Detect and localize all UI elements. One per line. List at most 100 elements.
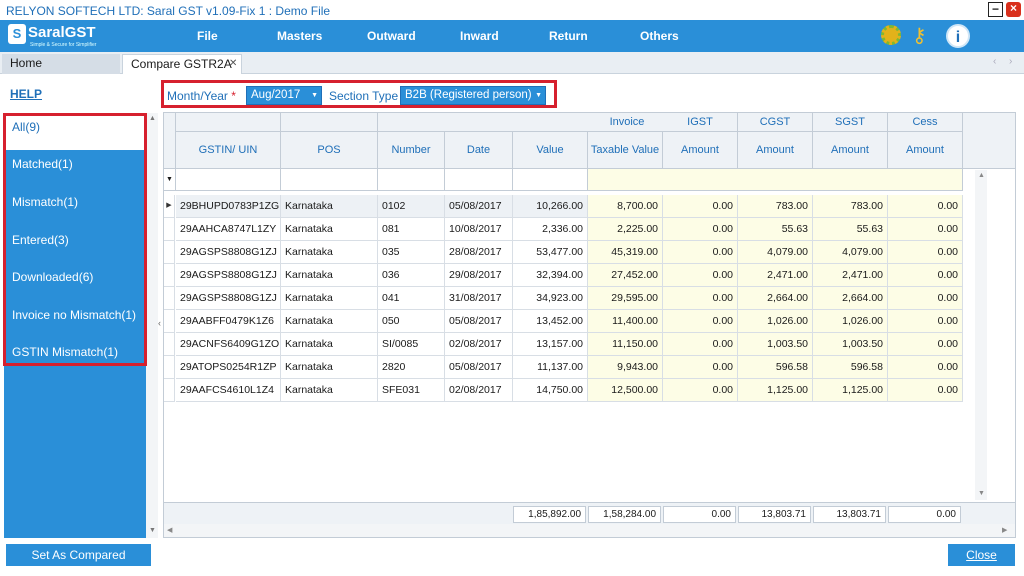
menu-outward[interactable]: Outward [367, 29, 416, 43]
cell-igst[interactable]: 0.00 [663, 264, 738, 287]
cell-cgst[interactable]: 783.00 [738, 195, 813, 218]
cell-value[interactable]: 32,394.00 [513, 264, 588, 287]
cell-gstin[interactable]: 29AABFF0479K1Z6 [176, 310, 281, 333]
filter-mismatch[interactable]: Mismatch(1) [12, 195, 79, 209]
cell-sgst[interactable]: 2,664.00 [813, 287, 888, 310]
cell-date[interactable]: 05/08/2017 [445, 356, 513, 379]
cell-number[interactable]: 2820 [378, 356, 445, 379]
cell-number[interactable]: SFE031 [378, 379, 445, 402]
cell-gstin[interactable]: 29AAFCS4610L1Z4 [176, 379, 281, 402]
cell-cgst[interactable]: 1,026.00 [738, 310, 813, 333]
cell-cess[interactable]: 0.00 [888, 264, 963, 287]
cell-cgst[interactable]: 55.63 [738, 218, 813, 241]
cell-sgst[interactable]: 55.63 [813, 218, 888, 241]
scroll-down-icon[interactable]: ▼ [149, 527, 156, 534]
tab-compare-gstr2a[interactable]: Compare GSTR2A ✕ [122, 54, 242, 74]
filter-gstin[interactable] [176, 169, 281, 191]
cell-value[interactable]: 53,477.00 [513, 241, 588, 264]
cell-cess[interactable]: 0.00 [888, 356, 963, 379]
cell-gstin[interactable]: 29AGSPS8808G1ZJ [176, 287, 281, 310]
cell-pos[interactable]: Karnataka [281, 310, 378, 333]
cell-number[interactable]: 0102 [378, 195, 445, 218]
close-button[interactable]: Close [948, 544, 1015, 566]
cell-value[interactable]: 11,137.00 [513, 356, 588, 379]
cell-gstin[interactable]: 29ATOPS0254R1ZP [176, 356, 281, 379]
filter-gstin-mismatch[interactable]: GSTIN Mismatch(1) [12, 345, 119, 359]
menu-inward[interactable]: Inward [460, 29, 499, 43]
col-sgst-amount[interactable]: Amount [813, 132, 888, 169]
scroll-down-icon[interactable]: ▼ [978, 490, 985, 497]
cell-date[interactable]: 05/08/2017 [445, 195, 513, 218]
cell-date[interactable]: 29/08/2017 [445, 264, 513, 287]
cell-gstin[interactable]: 29ACNFS6409G1ZO [176, 333, 281, 356]
cell-sgst[interactable]: 4,079.00 [813, 241, 888, 264]
row-selector[interactable] [164, 379, 175, 402]
filter-pos[interactable] [281, 169, 378, 191]
settings-gear-icon[interactable] [881, 25, 901, 45]
cell-gstin[interactable]: 29AGSPS8808G1ZJ [176, 241, 281, 264]
cell-date[interactable]: 05/08/2017 [445, 310, 513, 333]
cell-date[interactable]: 02/08/2017 [445, 379, 513, 402]
col-cgst-amount[interactable]: Amount [738, 132, 813, 169]
cell-gstin[interactable]: 29BHUPD0783P1ZG [176, 195, 281, 218]
cell-cgst[interactable]: 1,003.50 [738, 333, 813, 356]
info-icon[interactable]: i [946, 24, 970, 48]
menu-others[interactable]: Others [640, 29, 679, 43]
cell-cess[interactable]: 0.00 [888, 195, 963, 218]
cell-number[interactable]: 036 [378, 264, 445, 287]
cell-cess[interactable]: 0.00 [888, 310, 963, 333]
set-as-compared-button[interactable]: Set As Compared [6, 544, 151, 566]
grid-vertical-scrollbar[interactable]: ▲ ▼ [975, 170, 987, 500]
col-pos[interactable]: POS [281, 132, 378, 169]
cell-cgst[interactable]: 4,079.00 [738, 241, 813, 264]
cell-taxable-value[interactable]: 11,400.00 [588, 310, 663, 333]
cell-cgst[interactable]: 596.58 [738, 356, 813, 379]
cell-gstin[interactable]: 29AGSPS8808G1ZJ [176, 264, 281, 287]
cell-pos[interactable]: Karnataka [281, 379, 378, 402]
section-type-select[interactable]: B2B (Registered person) ▼ [400, 86, 546, 105]
scroll-up-icon[interactable]: ▲ [149, 115, 156, 122]
tab-next-icon[interactable]: › [1009, 56, 1013, 67]
tab-close-icon[interactable]: ✕ [229, 58, 238, 69]
filter-downloaded[interactable]: Downloaded(6) [12, 270, 94, 284]
cell-number[interactable]: 050 [378, 310, 445, 333]
cell-cess[interactable]: 0.00 [888, 287, 963, 310]
cell-number[interactable]: SI/0085 [378, 333, 445, 356]
cell-number[interactable]: 035 [378, 241, 445, 264]
cell-igst[interactable]: 0.00 [663, 287, 738, 310]
filter-all[interactable]: All(9) [4, 113, 146, 150]
cell-value[interactable]: 13,452.00 [513, 310, 588, 333]
cell-taxable-value[interactable]: 27,452.00 [588, 264, 663, 287]
menu-file[interactable]: File [197, 29, 218, 43]
cell-value[interactable]: 34,923.00 [513, 287, 588, 310]
row-selector[interactable] [164, 241, 175, 264]
cell-sgst[interactable]: 596.58 [813, 356, 888, 379]
cell-cgst[interactable]: 2,471.00 [738, 264, 813, 287]
cell-pos[interactable]: Karnataka [281, 264, 378, 287]
cell-pos[interactable]: Karnataka [281, 241, 378, 264]
help-link[interactable]: HELP [10, 87, 43, 101]
cell-cess[interactable]: 0.00 [888, 379, 963, 402]
cell-taxable-value[interactable]: 29,595.00 [588, 287, 663, 310]
filter-matched[interactable]: Matched(1) [12, 157, 73, 171]
col-date[interactable]: Date [445, 132, 513, 169]
cell-pos[interactable]: Karnataka [281, 218, 378, 241]
cell-taxable-value[interactable]: 2,225.00 [588, 218, 663, 241]
col-cess-amount[interactable]: Amount [888, 132, 963, 169]
filter-amounts[interactable] [588, 169, 963, 191]
col-igst-amount[interactable]: Amount [663, 132, 738, 169]
row-selector[interactable] [164, 310, 175, 333]
filter-invoice-no-mismatch[interactable]: Invoice no Mismatch(1) [12, 308, 137, 322]
cell-igst[interactable]: 0.00 [663, 241, 738, 264]
collapse-panel-icon[interactable]: ‹ [158, 318, 161, 328]
cell-pos[interactable]: Karnataka [281, 287, 378, 310]
cell-cess[interactable]: 0.00 [888, 333, 963, 356]
key-icon[interactable]: ⚷ [912, 25, 927, 47]
row-selector[interactable] [164, 356, 175, 379]
cell-date[interactable]: 31/08/2017 [445, 287, 513, 310]
row-selector[interactable]: ▶ [164, 195, 175, 218]
cell-gstin[interactable]: 29AAHCA8747L1ZY [176, 218, 281, 241]
filter-value[interactable] [513, 169, 588, 191]
col-value[interactable]: Value [513, 132, 588, 169]
close-window-button[interactable]: × [1006, 2, 1021, 17]
